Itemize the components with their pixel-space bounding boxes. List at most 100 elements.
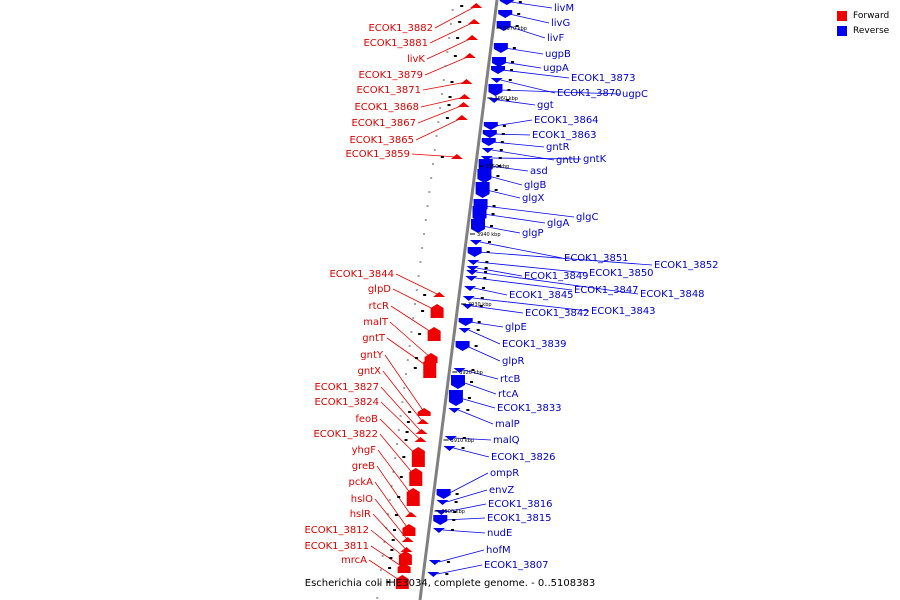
gene-shape-yhgf bbox=[406, 488, 420, 506]
gene-shape-ompr bbox=[436, 489, 451, 499]
gene-label-ecok1-3847[interactable]: ECOK1_3847 bbox=[574, 285, 639, 296]
legend-label-forward: Forward bbox=[853, 10, 890, 21]
gene-label-glgc[interactable]: glgC bbox=[576, 212, 598, 223]
gene-label-ecok1-3863[interactable]: ECOK1_3863 bbox=[532, 130, 597, 141]
gene-label-gntx[interactable]: gntX bbox=[358, 366, 382, 377]
gene-label-hslr[interactable]: hslR bbox=[350, 509, 371, 520]
gene-label-ecok1-3807[interactable]: ECOK1_3807 bbox=[484, 560, 549, 571]
gene-label-ugpc[interactable]: ugpC bbox=[622, 89, 648, 100]
gene-label-ecok1-3827[interactable]: ECOK1_3827 bbox=[314, 382, 379, 393]
gene-marker bbox=[494, 189, 498, 191]
gene-label-malt[interactable]: malT bbox=[363, 317, 389, 328]
gene-label-ecok1-3881[interactable]: ECOK1_3881 bbox=[363, 38, 428, 49]
gene-label-glgx[interactable]: glgX bbox=[522, 193, 544, 204]
gene-label-ecok1-3867[interactable]: ECOK1_3867 bbox=[351, 118, 416, 129]
gene-shape-ecok1-3807 bbox=[427, 572, 440, 577]
leader-line-gntr bbox=[492, 141, 545, 148]
gene-shape-ecok1-3812 bbox=[398, 551, 412, 565]
gene-label-ecok1-3816[interactable]: ECOK1_3816 bbox=[488, 499, 553, 510]
gene-label-ecok1-3826[interactable]: ECOK1_3826 bbox=[491, 452, 556, 463]
gene-label-ecok1-3879[interactable]: ECOK1_3879 bbox=[358, 70, 423, 81]
gene-marker bbox=[421, 310, 425, 312]
gene-label-gntr[interactable]: gntR bbox=[546, 142, 570, 153]
gene-label-ecok1-3812[interactable]: ECOK1_3812 bbox=[304, 525, 369, 536]
gene-shape-gntu bbox=[481, 148, 494, 153]
gene-label-ecok1-3833[interactable]: ECOK1_3833 bbox=[497, 403, 562, 414]
leader-line-ecok1-3824 bbox=[380, 401, 421, 441]
leader-line-ecok1-3811 bbox=[370, 545, 405, 569]
gene-label-ecok1-3850[interactable]: ECOK1_3850 bbox=[589, 268, 654, 279]
gene-shape-ecok1-3839 bbox=[458, 328, 471, 333]
gene-label-glgb[interactable]: glgB bbox=[524, 180, 546, 191]
gene-label-ecok1-3848[interactable]: ECOK1_3848 bbox=[640, 289, 705, 300]
gene-label-ecok1-3852[interactable]: ECOK1_3852 bbox=[654, 260, 719, 271]
gene-label-rtcb[interactable]: rtcB bbox=[500, 374, 521, 385]
gene-label-ecok1-3839[interactable]: ECOK1_3839 bbox=[502, 339, 567, 350]
gene-label-ecok1-3849[interactable]: ECOK1_3849 bbox=[524, 271, 589, 282]
gene-label-ecok1-3882[interactable]: ECOK1_3882 bbox=[368, 23, 433, 34]
gene-label-rtca[interactable]: rtcA bbox=[498, 389, 519, 400]
gene-label-mrca[interactable]: mrcA bbox=[341, 555, 367, 566]
gene-label-ecok1-3843[interactable]: ECOK1_3843 bbox=[591, 306, 656, 317]
gene-label-ecok1-3815[interactable]: ECOK1_3815 bbox=[487, 513, 552, 524]
gene-shape-ecok1-3850 bbox=[467, 260, 480, 265]
gene-marker bbox=[515, 25, 519, 27]
gene-label-gntt[interactable]: gntT bbox=[362, 333, 386, 344]
leader-line-hofm bbox=[438, 549, 485, 563]
leader-line-ecok1-3879 bbox=[424, 55, 470, 76]
gene-label-ompr[interactable]: ompR bbox=[490, 468, 519, 479]
gene-label-ecok1-3851[interactable]: ECOK1_3851 bbox=[564, 253, 629, 264]
gene-label-gnty[interactable]: gntY bbox=[360, 350, 384, 361]
gene-label-asd[interactable]: asd bbox=[530, 166, 548, 177]
gene-label-hslo[interactable]: hslO bbox=[351, 494, 373, 505]
gene-label-ggt[interactable]: ggt bbox=[537, 100, 554, 111]
gene-label-ugpa[interactable]: ugpA bbox=[543, 63, 569, 74]
gene-label-livf[interactable]: livF bbox=[547, 33, 564, 44]
gene-label-ecok1-3870[interactable]: ECOK1_3870 bbox=[557, 88, 622, 99]
gene-label-ecok1-3864[interactable]: ECOK1_3864 bbox=[534, 115, 599, 126]
gene-shape-ecok1-3844 bbox=[433, 292, 446, 297]
gene-label-livg[interactable]: livG bbox=[551, 18, 570, 29]
gene-label-ecok1-3822[interactable]: ECOK1_3822 bbox=[313, 429, 378, 440]
gene-label-ecok1-3859[interactable]: ECOK1_3859 bbox=[345, 149, 410, 160]
gene-marker bbox=[518, 1, 522, 3]
gene-label-ecok1-3824[interactable]: ECOK1_3824 bbox=[314, 397, 379, 408]
gene-label-ecok1-3844[interactable]: ECOK1_3844 bbox=[329, 269, 394, 280]
gene-label-glga[interactable]: glgA bbox=[547, 218, 569, 229]
gene-label-glpd[interactable]: glpD bbox=[368, 284, 391, 295]
gene-label-glpe[interactable]: glpE bbox=[505, 322, 527, 333]
gene-marker bbox=[418, 333, 422, 335]
gene-label-yhgf[interactable]: yhgF bbox=[352, 445, 377, 456]
gene-label-greb[interactable]: greB bbox=[352, 461, 375, 472]
gene-label-ecok1-3871[interactable]: ECOK1_3871 bbox=[356, 85, 421, 96]
gene-label-livm[interactable]: livM bbox=[554, 3, 574, 14]
leader-line-livk bbox=[426, 37, 473, 60]
gene-label-ugpb[interactable]: ugpB bbox=[545, 49, 571, 60]
gene-label-ecok1-3842[interactable]: ECOK1_3842 bbox=[525, 308, 590, 319]
gene-label-livk[interactable]: livK bbox=[407, 54, 425, 65]
gene-label-gntu[interactable]: gntU bbox=[556, 155, 580, 166]
gene-label-rtcr[interactable]: rtcR bbox=[369, 301, 390, 312]
gene-label-envz[interactable]: envZ bbox=[489, 485, 514, 496]
leader-line-rtcr bbox=[390, 305, 435, 335]
gene-label-ecok1-3865[interactable]: ECOK1_3865 bbox=[349, 135, 414, 146]
gene-label-malq[interactable]: malQ bbox=[493, 435, 520, 446]
gene-marker bbox=[487, 241, 491, 243]
gene-label-ecok1-3868[interactable]: ECOK1_3868 bbox=[354, 102, 419, 113]
gene-marker bbox=[507, 89, 511, 91]
gene-label-ecok1-3811[interactable]: ECOK1_3811 bbox=[304, 541, 369, 552]
gene-label-ecok1-3873[interactable]: ECOK1_3873 bbox=[571, 73, 636, 84]
gene-label-feob[interactable]: feoB bbox=[355, 414, 378, 425]
gene-label-glgp[interactable]: glgP bbox=[522, 228, 544, 239]
gene-label-malp[interactable]: malP bbox=[495, 419, 520, 430]
gene-label-glpr[interactable]: glpR bbox=[502, 356, 524, 367]
gene-label-pcka[interactable]: pckA bbox=[349, 477, 374, 488]
gene-label-hofm[interactable]: hofM bbox=[486, 545, 511, 556]
gene-shape-ecok1-3864 bbox=[483, 122, 498, 130]
leader-line-ecok1-3863 bbox=[493, 133, 531, 136]
gene-marker bbox=[483, 277, 487, 279]
gene-label-nude[interactable]: nudE bbox=[487, 528, 512, 539]
gene-label-ecok1-3845[interactable]: ECOK1_3845 bbox=[509, 290, 574, 301]
gene-marker bbox=[508, 79, 512, 81]
gene-label-gntk[interactable]: gntK bbox=[583, 154, 607, 165]
